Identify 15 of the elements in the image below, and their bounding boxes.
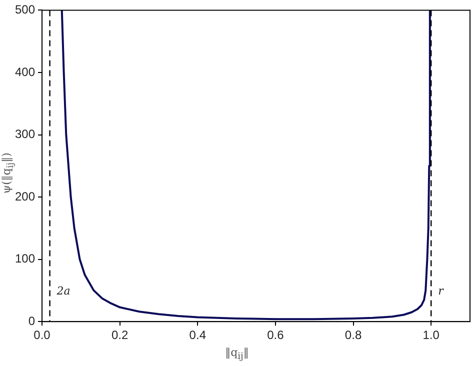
ref-line-label: r <box>438 284 444 298</box>
y-tick-label: 500 <box>14 2 36 17</box>
x-tick-label: 0.6 <box>267 328 284 342</box>
ref-line-label: 2a <box>56 284 70 298</box>
y-tick-label: 400 <box>14 64 36 79</box>
y-tick-label: 200 <box>14 189 36 204</box>
x-axis-title: ‖q$_{ij}$‖ <box>224 346 250 362</box>
y-tick-label: 0 <box>28 314 36 328</box>
x-tick-label: 0.4 <box>189 328 206 342</box>
x-tick-label: 0.8 <box>344 328 362 342</box>
x-tick-label: 0.2 <box>111 328 128 342</box>
x-tick-label: 0.0 <box>34 328 51 342</box>
y-tick-label: 100 <box>14 252 36 266</box>
x-tick-label: 1.0 <box>422 328 440 342</box>
y-tick-label: 300 <box>14 127 36 142</box>
